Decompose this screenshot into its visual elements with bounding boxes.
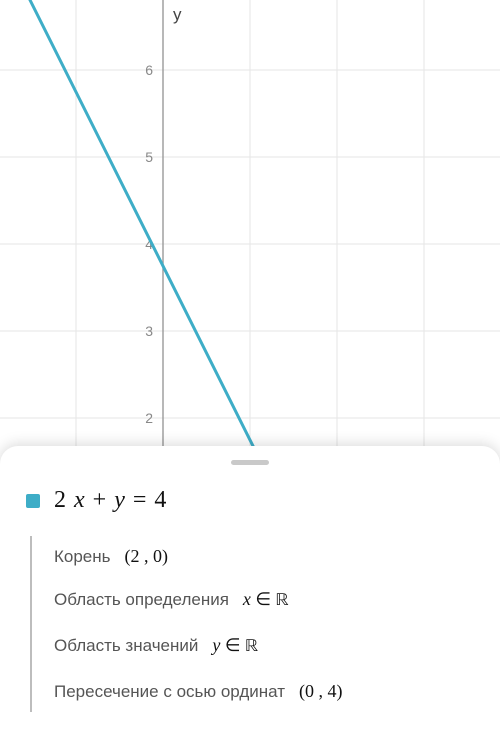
detail-label: Пересечение с осью ординат <box>54 682 285 702</box>
svg-text:3: 3 <box>145 323 153 339</box>
equation-row[interactable]: 2 x + y = 4 <box>0 487 500 536</box>
detail-value: (2 , 0) <box>125 546 169 567</box>
drag-handle[interactable] <box>231 460 269 465</box>
equation-text: 2 x + y = 4 <box>54 487 167 514</box>
series-color-swatch <box>26 494 40 508</box>
detail-root[interactable]: Корень (2 , 0) <box>54 546 500 567</box>
svg-text:5: 5 <box>145 149 153 165</box>
detail-value: y ∈ ℝ <box>212 635 258 659</box>
svg-text:2: 2 <box>145 410 153 426</box>
detail-label: Область значений <box>54 636 198 656</box>
chart-area[interactable]: 23456y <box>0 0 500 460</box>
chart-svg: 23456y <box>0 0 500 460</box>
results-panel: 2 x + y = 4 Корень (2 , 0) Область опред… <box>0 446 500 752</box>
svg-text:y: y <box>173 5 182 24</box>
detail-range[interactable]: Область значений y ∈ ℝ <box>54 635 500 659</box>
details-list: Корень (2 , 0) Область определения x ∈ ℝ… <box>30 536 500 712</box>
detail-value: x ∈ ℝ <box>243 589 289 613</box>
detail-y-intercept[interactable]: Пересечение с осью ординат (0 , 4) <box>54 681 500 702</box>
detail-label: Корень <box>54 547 111 567</box>
detail-label: Область определения <box>54 590 229 610</box>
detail-value: (0 , 4) <box>299 681 343 702</box>
svg-text:6: 6 <box>145 62 153 78</box>
detail-domain[interactable]: Область определения x ∈ ℝ <box>54 589 500 613</box>
